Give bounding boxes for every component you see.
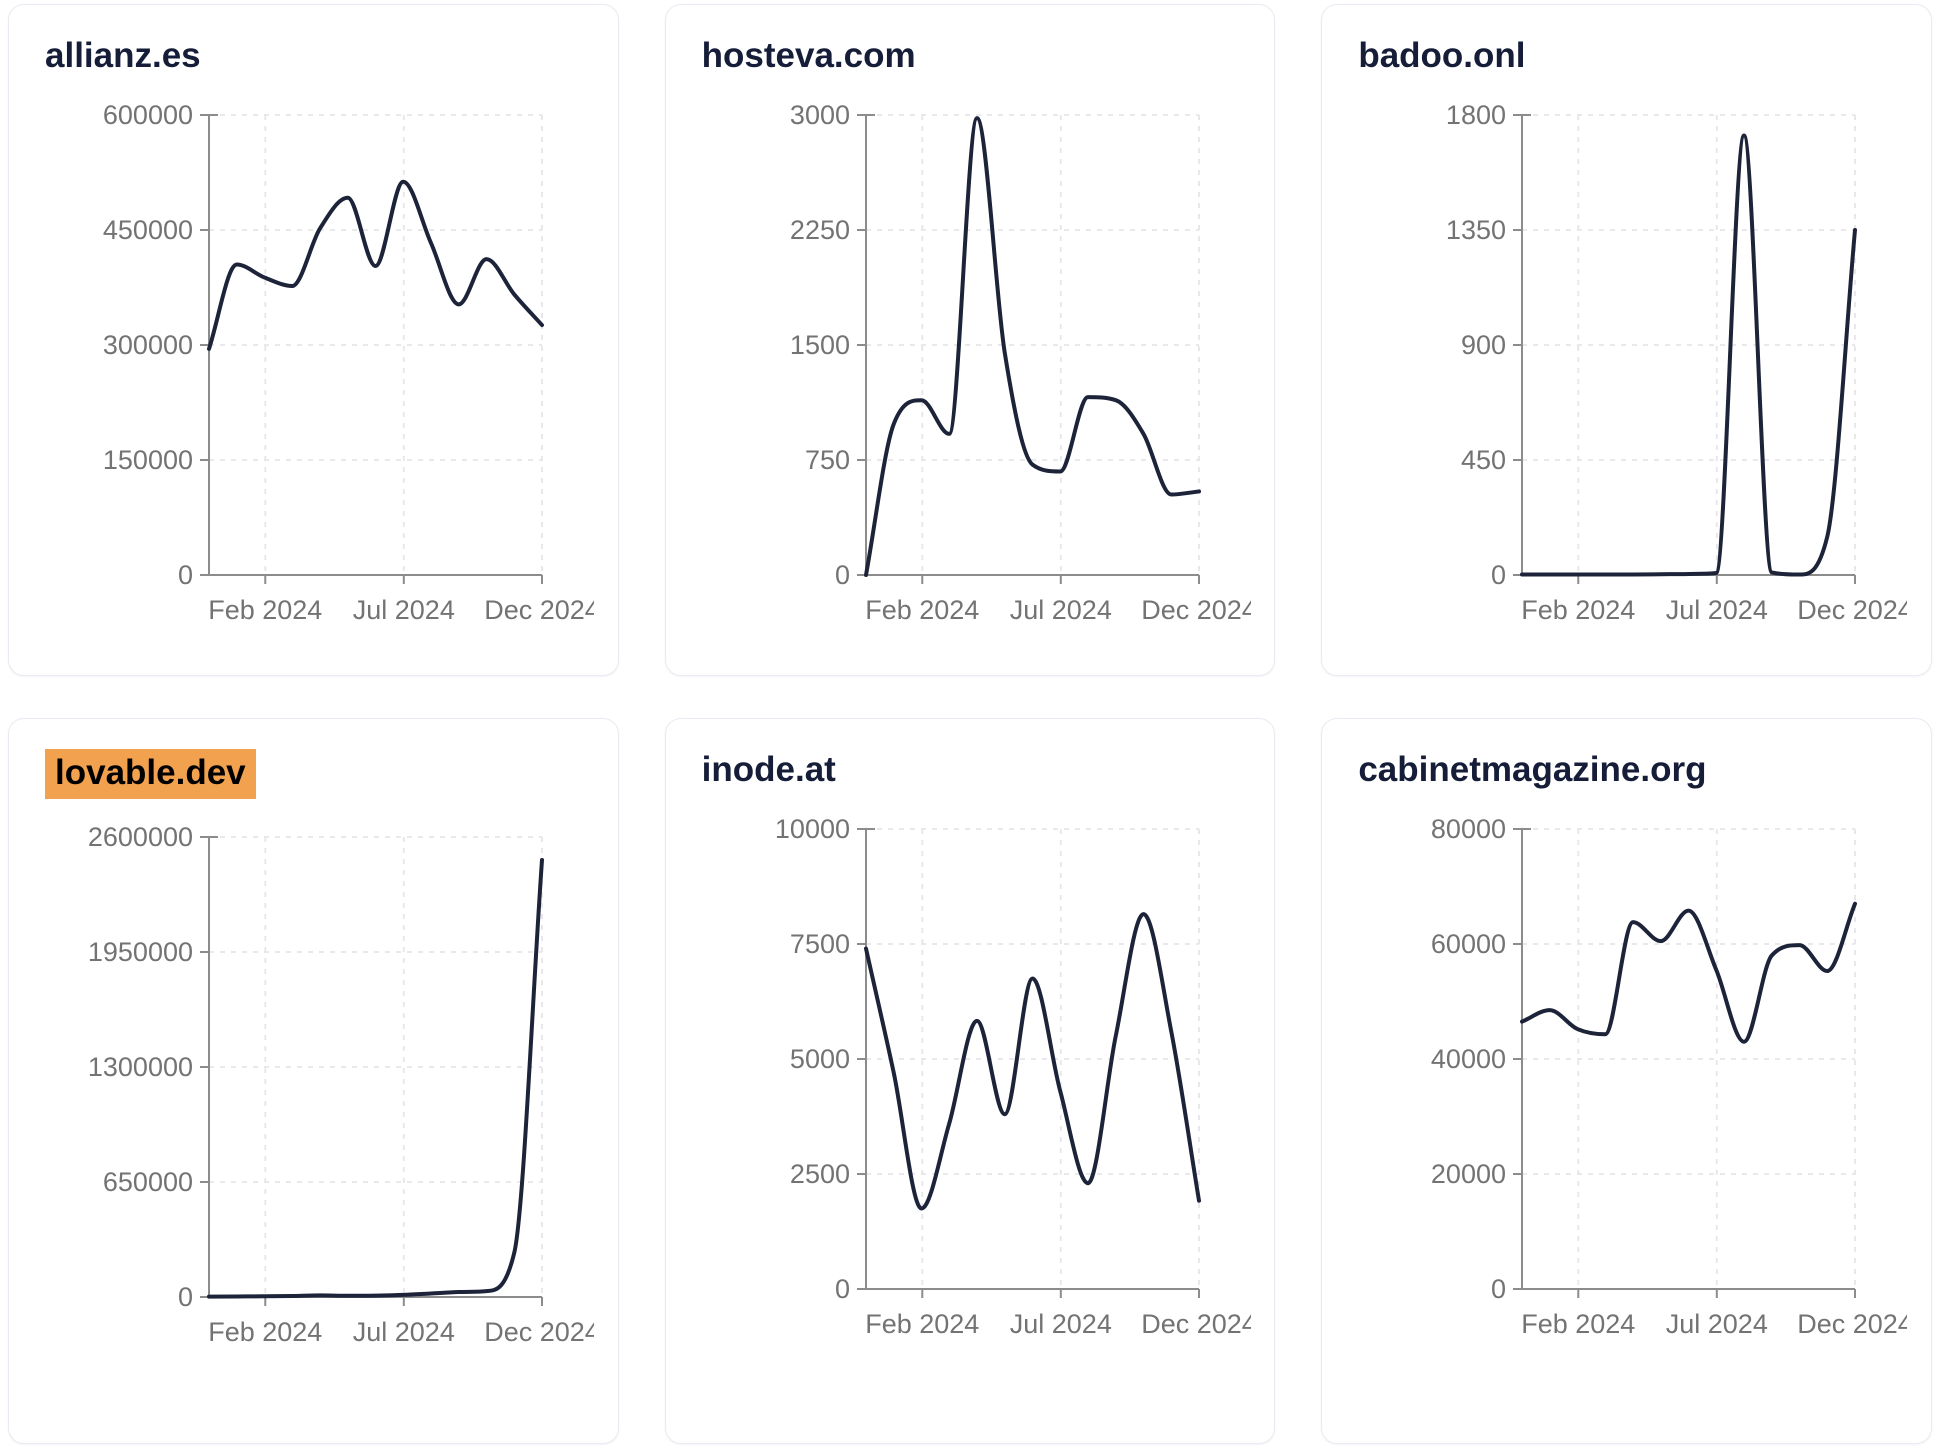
x-axis-tick-label: Feb 2024 [1522, 595, 1636, 625]
y-axis-tick-label: 20000 [1431, 1159, 1506, 1189]
x-axis-tick-label: Jul 2024 [1666, 595, 1768, 625]
domain-title-text: badoo.onl [1358, 36, 1526, 75]
y-axis-tick-label: 750 [805, 445, 850, 475]
series-line [863, 912, 1201, 1211]
domain-title: lovable.dev [45, 749, 610, 799]
y-axis-tick-label: 600000 [103, 100, 193, 130]
domain-title: allianz.es [45, 35, 610, 77]
series-line [863, 116, 1201, 577]
domain-chart-card: hosteva.com 0 750 1500 2250 3000 Feb 2024 Jul … [664, 4, 1276, 676]
domain-chart-card: allianz.es 0 150000 300000 450000 600000 Feb … [8, 4, 619, 676]
x-axis-tick-label: Jul 2024 [1666, 1309, 1768, 1339]
x-axis-tick-label: Feb 2024 [1522, 1309, 1636, 1339]
y-axis-tick-label: 0 [835, 1274, 850, 1304]
domain-title: hosteva.com [702, 35, 1267, 77]
x-axis-tick-label: Jul 2024 [1009, 595, 1111, 625]
x-axis-tick-label: Dec 2024 [1798, 1309, 1908, 1339]
y-axis-tick-label: 450000 [103, 215, 193, 245]
line-chart: 0 750 1500 2250 3000 Feb 2024 Jul 2024 Dec 2024 [790, 100, 1251, 625]
y-axis-tick-label: 40000 [1431, 1044, 1506, 1074]
series-line [207, 858, 544, 1299]
series-line [207, 179, 544, 351]
y-axis-tick-label: 1350 [1446, 215, 1506, 245]
domain-title: inode.at [702, 749, 1267, 791]
y-axis-tick-label: 450 [1461, 445, 1506, 475]
y-axis-tick-label: 60000 [1431, 929, 1506, 959]
x-axis-tick-label: Feb 2024 [865, 1309, 979, 1339]
x-axis-tick-label: Jul 2024 [353, 1317, 455, 1347]
domain-title-text: hosteva.com [701, 36, 916, 75]
y-axis-tick-label: 80000 [1431, 814, 1506, 844]
domain-title-text: allianz.es [45, 36, 201, 75]
y-axis-tick-label: 650000 [103, 1167, 193, 1197]
y-axis-tick-label: 1300000 [88, 1052, 193, 1082]
y-axis-tick-label: 10000 [775, 814, 850, 844]
domain-chart-card: cabinetmagazine.org 0 20000 40000 60000 8000… [1321, 718, 1932, 1444]
y-axis-tick-label: 1500 [790, 330, 850, 360]
y-axis-tick-label: 0 [178, 560, 193, 590]
y-axis-tick-label: 1800 [1446, 100, 1506, 130]
y-axis-tick-label: 5000 [790, 1044, 850, 1074]
series-line [1520, 901, 1858, 1044]
x-axis-tick-label: Dec 2024 [1141, 595, 1251, 625]
domain-chart-card: lovable.dev 0 650000 1300000 1950000 2600000… [8, 718, 619, 1444]
domain-title-text: inode.at [701, 750, 836, 789]
y-axis-tick-label: 900 [1461, 330, 1506, 360]
y-axis-tick-label: 2500 [790, 1159, 850, 1189]
x-axis-tick-label: Dec 2024 [484, 595, 594, 625]
x-axis-tick-label: Dec 2024 [484, 1317, 594, 1347]
domain-title: badoo.onl [1358, 35, 1923, 77]
y-axis-tick-label: 0 [1491, 560, 1506, 590]
line-chart: 0 450 900 1350 1800 Feb 2024 Jul 2024 Dec 2024 [1446, 100, 1908, 625]
y-axis-tick-label: 0 [178, 1282, 193, 1312]
x-axis-tick-label: Jul 2024 [1009, 1309, 1111, 1339]
domain-chart-card: inode.at 0 2500 5000 7500 10000 Feb 2024 Jul 2… [664, 718, 1276, 1444]
line-chart: 0 650000 1300000 1950000 2600000 Feb 2024 Jul … [88, 822, 594, 1347]
x-axis-tick-label: Dec 2024 [1141, 1309, 1251, 1339]
line-chart: 0 150000 300000 450000 600000 Feb 2024 Jul 202… [103, 100, 594, 625]
y-axis-tick-label: 300000 [103, 330, 193, 360]
domain-chart-card: badoo.onl 0 450 900 1350 1800 Feb 2024 Jul 202… [1321, 4, 1932, 676]
domain-title: cabinetmagazine.org [1358, 749, 1923, 791]
y-axis-tick-label: 0 [1491, 1274, 1506, 1304]
y-axis-tick-label: 7500 [790, 929, 850, 959]
x-axis-tick-label: Feb 2024 [208, 1317, 322, 1347]
y-axis-tick-label: 3000 [790, 100, 850, 130]
y-axis-tick-label: 2250 [790, 215, 850, 245]
line-chart: 0 2500 5000 7500 10000 Feb 2024 Jul 2024 Dec 20… [775, 814, 1251, 1339]
x-axis-tick-label: Feb 2024 [865, 595, 979, 625]
x-axis-tick-label: Feb 2024 [208, 595, 322, 625]
y-axis-tick-label: 2600000 [88, 822, 193, 852]
x-axis-tick-label: Dec 2024 [1798, 595, 1908, 625]
domain-title-text: cabinetmagazine.org [1358, 750, 1707, 789]
domain-title-text: lovable.dev [45, 749, 256, 799]
y-axis-tick-label: 150000 [103, 445, 193, 475]
x-axis-tick-label: Jul 2024 [353, 595, 455, 625]
y-axis-tick-label: 1950000 [88, 937, 193, 967]
series-line [1520, 133, 1858, 577]
y-axis-tick-label: 0 [835, 560, 850, 590]
line-chart: 0 20000 40000 60000 80000 Feb 2024 Jul 2024 Dec… [1431, 814, 1908, 1339]
